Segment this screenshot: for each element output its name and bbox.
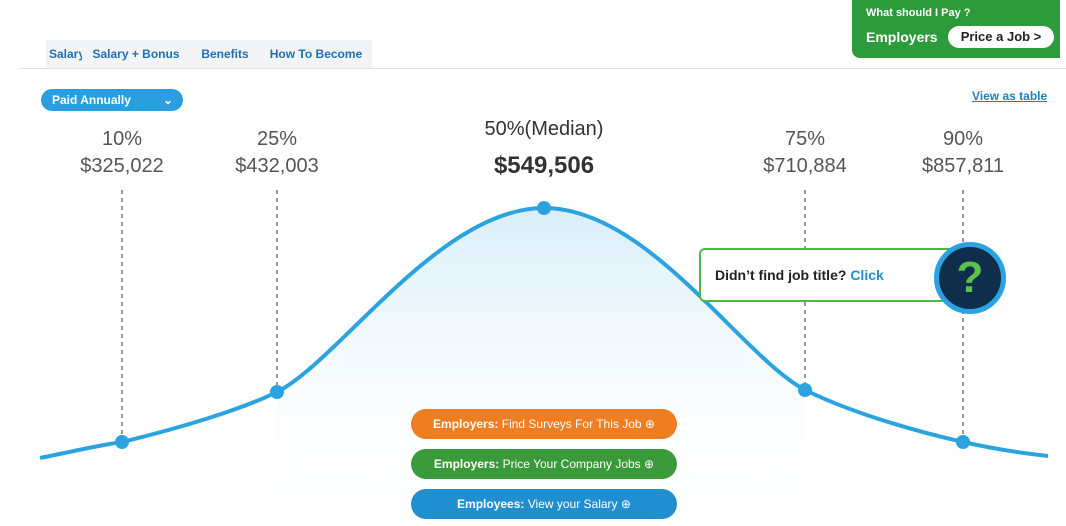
tab[interactable]: How To Become [260, 40, 372, 68]
percentile-value: $549,506 [493, 152, 595, 179]
help-icon[interactable]: ? [934, 242, 1006, 314]
chevron: ⌄ [162, 93, 173, 107]
button-text: View your Salary [527, 497, 618, 511]
button-text: Price Your Company Jobs [502, 457, 641, 471]
tab[interactable]: Benefits [190, 40, 260, 68]
percentile-value: $857,811 [922, 155, 1004, 177]
divider [20, 68, 1066, 69]
help-text: Didn’t find job title? [715, 267, 847, 283]
help-link[interactable]: Click [850, 267, 884, 283]
button-text: Find Surveys For This Job [501, 417, 642, 431]
curve-fill [277, 208, 805, 526]
button-prefix: Employees: [457, 497, 525, 511]
price-jobs-button[interactable]: Employers: Price Your Company Jobs ⊕ [411, 449, 677, 479]
button-prefix: Employers: [433, 417, 499, 431]
percentile-value: $710,884 [763, 155, 847, 177]
percentile-label: 50%(Median) [484, 118, 604, 140]
button-prefix: Employers: [433, 457, 500, 471]
percentile-label: 75% [784, 128, 826, 150]
points [115, 201, 970, 449]
percentile-label: 90% [942, 128, 984, 150]
percentile-value: $325,022 [80, 155, 164, 177]
promo-question: What should I Pay ? [866, 7, 971, 19]
view-salary-button[interactable]: Employees: View your Salary ⊕ [411, 489, 677, 519]
percentile-label: 25% [256, 128, 298, 150]
view-table-link[interactable]: View as table [972, 89, 1048, 103]
help-box[interactable]: Didn’t find job title? Click [699, 248, 959, 302]
tab[interactable]: Salary + Bonus [82, 40, 190, 68]
percentile-value: $432,003 [235, 155, 319, 177]
surveys-button[interactable]: Employers: Find Surveys For This Job ⊕ [411, 409, 677, 439]
pay-period: Paid Annually [52, 93, 131, 107]
pay-period-select[interactable]: Paid Annually ⌄ [41, 89, 183, 111]
promo: What should I Pay ? Employers Price a Jo… [852, 0, 1060, 58]
percentile-label: 10% [101, 128, 143, 150]
tab[interactable]: Salary [46, 40, 88, 68]
promo-label: Employers [866, 29, 938, 45]
price-job-button[interactable]: Price a Job > [948, 26, 1054, 48]
